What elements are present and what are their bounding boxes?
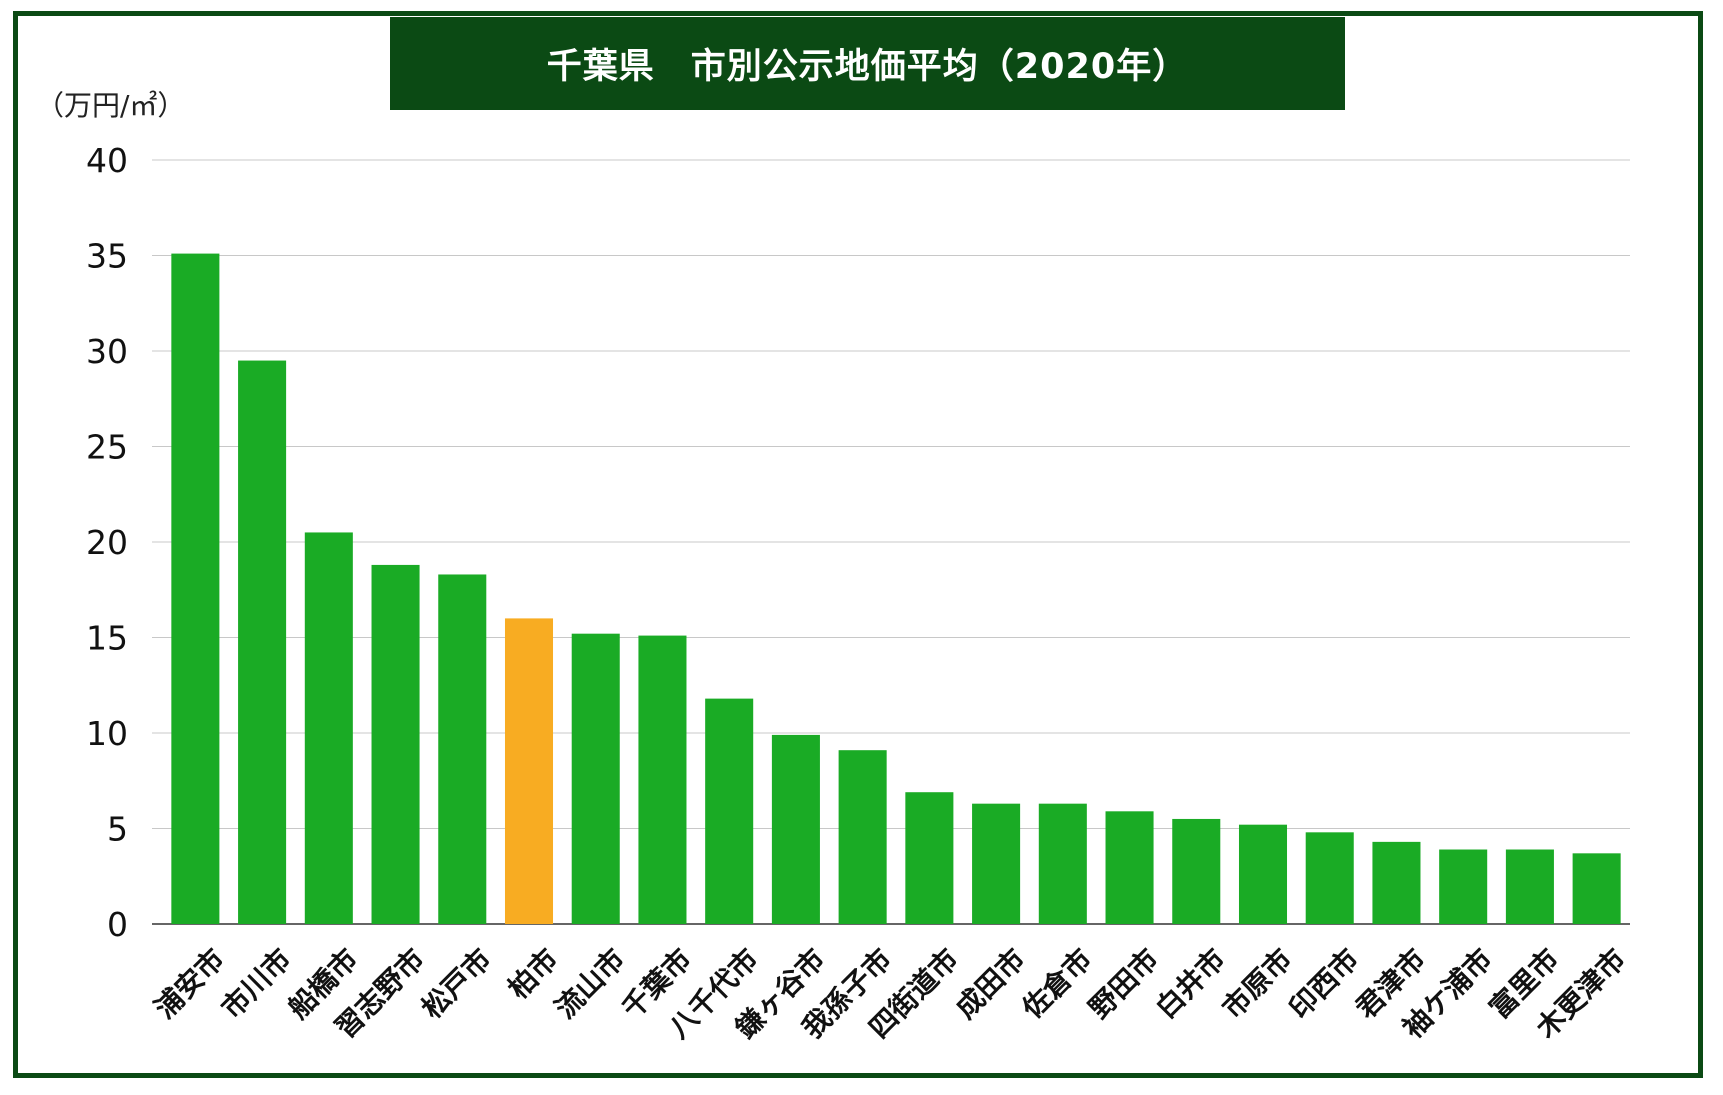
bar bbox=[504, 618, 554, 924]
y-tick-label: 40 bbox=[86, 141, 128, 180]
bar bbox=[838, 750, 887, 924]
bar bbox=[1105, 811, 1154, 924]
title-bar: 千葉県 市別公示地価平均（2020年） bbox=[390, 17, 1345, 110]
x-tick-label: 印西市 bbox=[1283, 942, 1366, 1025]
y-tick-label: 35 bbox=[86, 237, 128, 276]
bar bbox=[705, 698, 754, 924]
bar bbox=[1505, 849, 1554, 924]
bar bbox=[1305, 832, 1354, 924]
x-tick-label: 成田市 bbox=[949, 942, 1032, 1025]
bar bbox=[905, 792, 954, 924]
y-tick-label: 15 bbox=[86, 619, 128, 658]
y-tick-label: 5 bbox=[107, 810, 128, 849]
x-tick-label: 野田市 bbox=[1082, 942, 1165, 1025]
x-tick-label: 白井市 bbox=[1149, 942, 1232, 1025]
y-tick-label: 30 bbox=[86, 332, 128, 371]
x-tick-label: 佐倉市 bbox=[1015, 942, 1098, 1025]
y-tick-label: 0 bbox=[107, 905, 128, 944]
bar bbox=[171, 253, 220, 925]
y-axis-unit-label: （万円/㎡） bbox=[36, 89, 186, 122]
bar bbox=[238, 360, 287, 924]
bar bbox=[371, 564, 420, 924]
bar bbox=[972, 803, 1021, 924]
y-tick-label: 10 bbox=[86, 714, 128, 753]
y-axis-ticks: 0 5 10 15 20 25 30 35 40 bbox=[86, 141, 128, 944]
bar bbox=[1439, 849, 1488, 924]
bar bbox=[1572, 853, 1621, 924]
bar bbox=[638, 635, 687, 924]
bar bbox=[1172, 818, 1221, 924]
y-tick-label: 25 bbox=[86, 428, 128, 467]
bar bbox=[771, 734, 820, 924]
y-tick-label: 20 bbox=[86, 523, 128, 562]
bar bbox=[1238, 824, 1288, 924]
bar bbox=[571, 633, 620, 924]
chart-title: 千葉県 市別公示地価平均（2020年） bbox=[546, 47, 1189, 87]
x-tick-label: 松戸市 bbox=[415, 942, 498, 1025]
bar bbox=[304, 532, 353, 924]
bar bbox=[1038, 803, 1087, 924]
bar bbox=[1372, 841, 1421, 924]
x-tick-label: 市川市 bbox=[215, 942, 298, 1025]
x-tick-label: 市原市 bbox=[1216, 942, 1299, 1025]
bar bbox=[438, 574, 487, 924]
x-tick-label: 流山市 bbox=[549, 942, 632, 1025]
x-tick-label: 浦安市 bbox=[148, 942, 231, 1025]
bars bbox=[171, 253, 1621, 925]
